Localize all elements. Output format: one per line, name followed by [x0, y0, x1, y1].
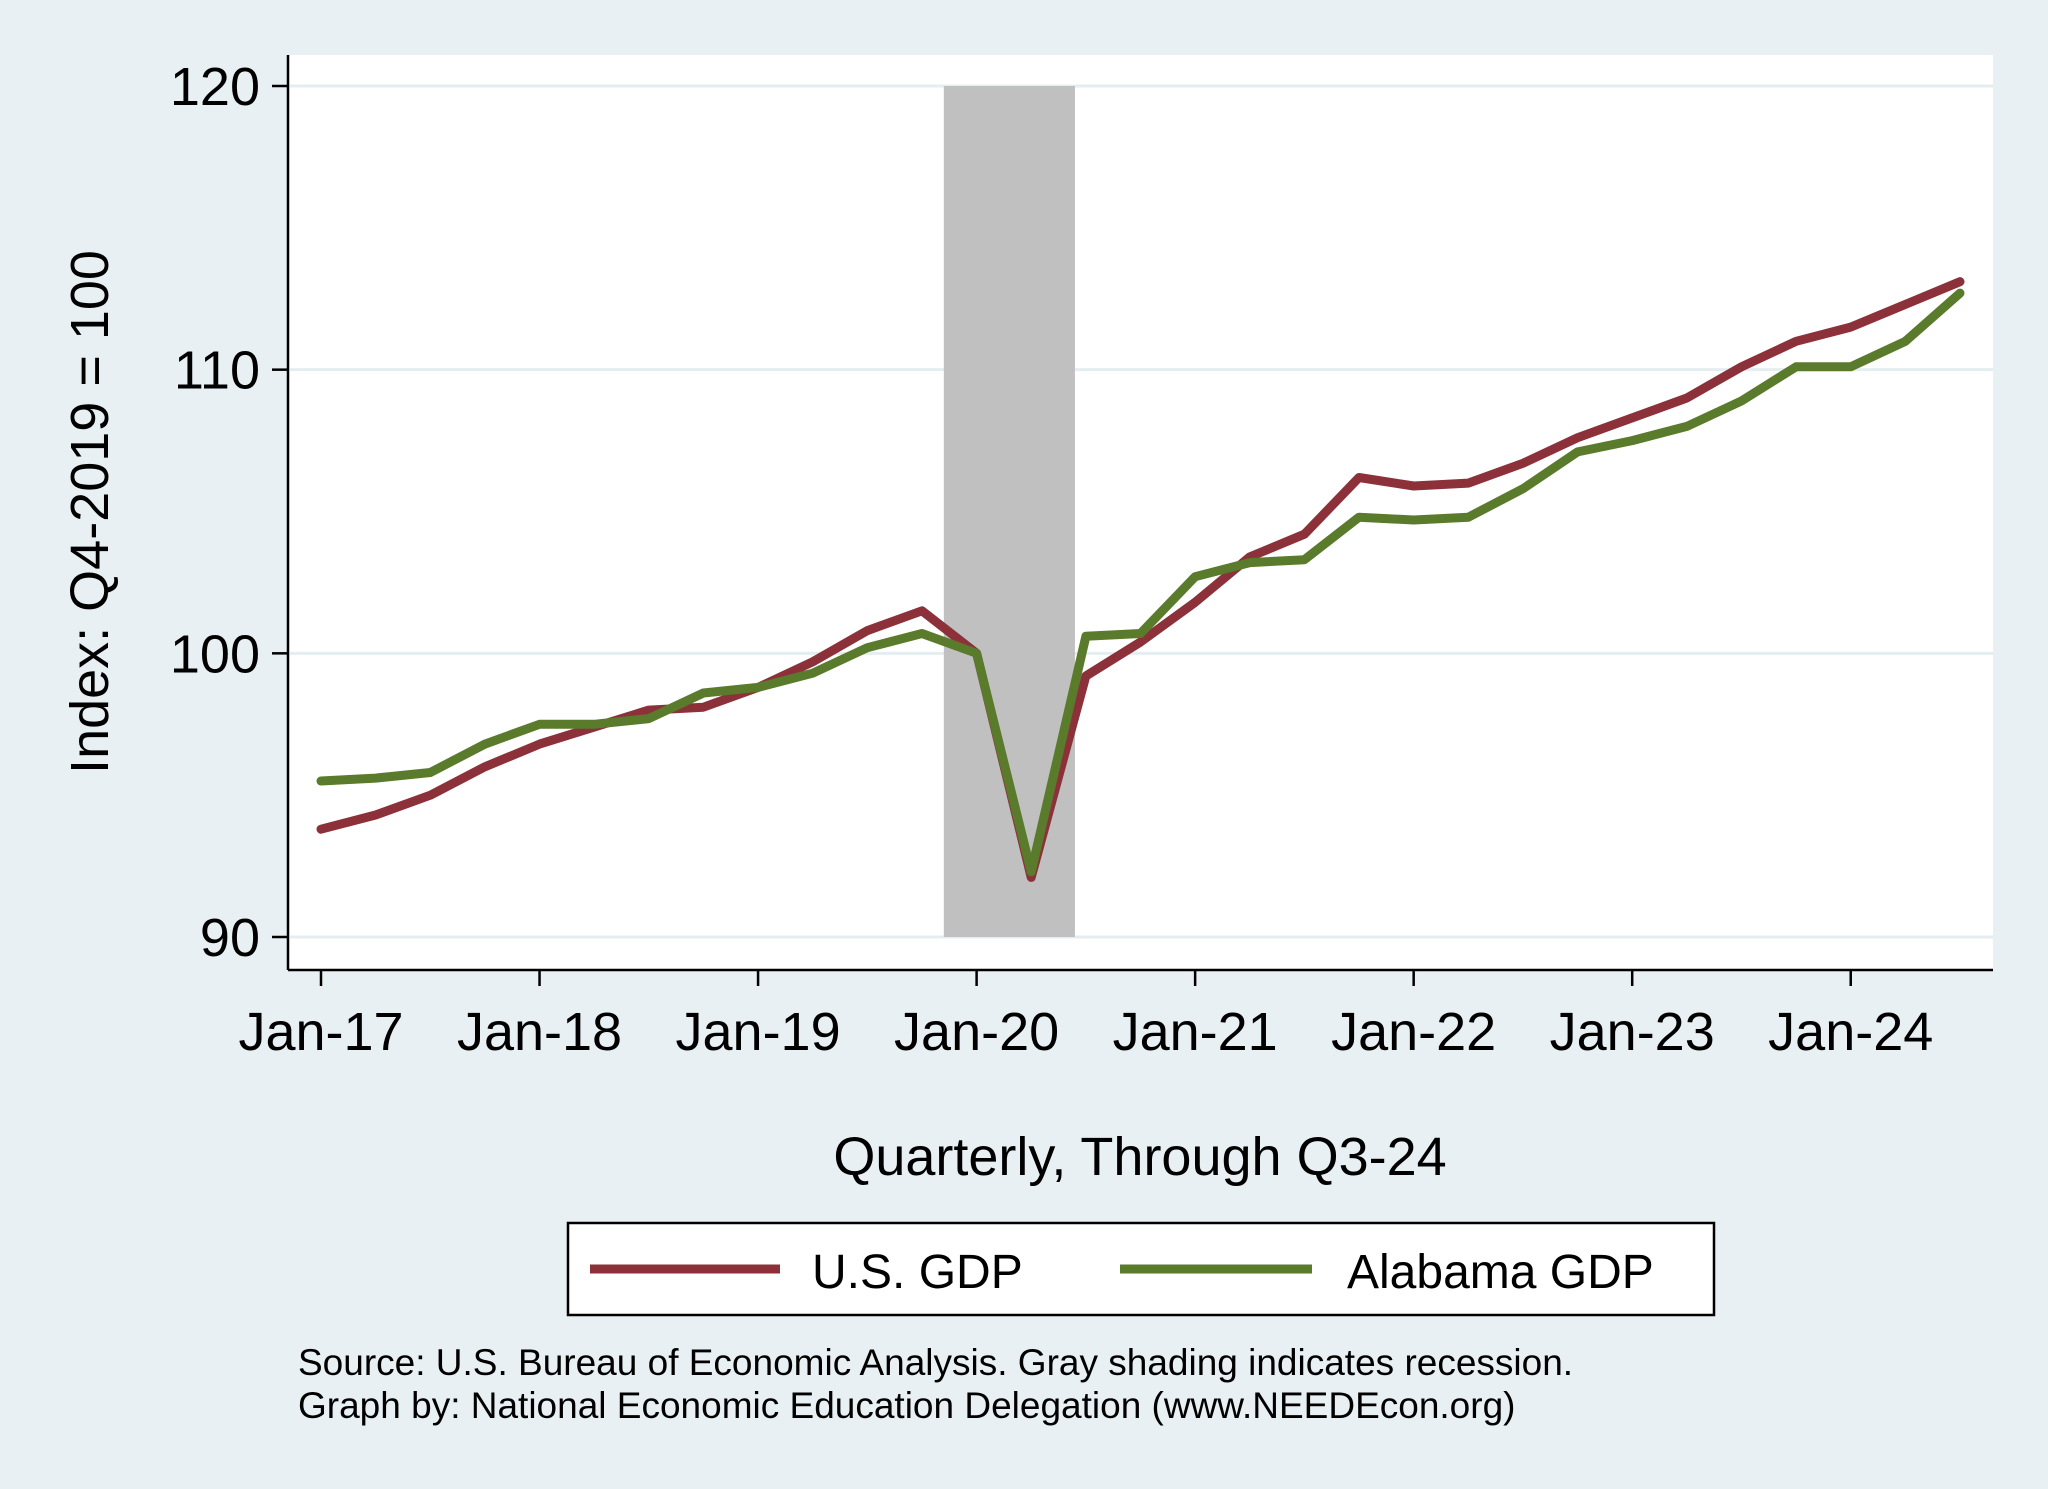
- y-tick-label-120: 120: [170, 57, 260, 117]
- y-tick-label-100: 100: [170, 624, 260, 684]
- plot-background: [288, 55, 1993, 970]
- x-tick-label-jan-19: Jan-19: [676, 1002, 841, 1062]
- x-tick-label-jan-18: Jan-18: [457, 1002, 622, 1062]
- x-axis-label: Quarterly, Through Q3-24: [833, 1127, 1446, 1187]
- y-tick-label-110: 110: [174, 341, 260, 401]
- source-note: Source: U.S. Bureau of Economic Analysis…: [298, 1342, 1573, 1383]
- y-axis-label: Index: Q4-2019 = 100: [60, 250, 120, 774]
- legend-label-alabama-gdp: Alabama GDP: [1347, 1246, 1654, 1299]
- x-tick-label-jan-21: Jan-21: [1113, 1002, 1278, 1062]
- x-tick-label-jan-23: Jan-23: [1550, 1002, 1715, 1062]
- series-line-alabama-gdp: [316, 288, 1965, 877]
- x-tick-label-jan-17: Jan-17: [238, 1002, 403, 1062]
- recession-shading: [943, 86, 1075, 937]
- x-tick-label-jan-22: Jan-22: [1331, 1002, 1496, 1062]
- x-tick-label-jan-20: Jan-20: [894, 1002, 1059, 1062]
- x-tick-label-jan-24: Jan-24: [1768, 1002, 1933, 1062]
- legend: U.S. GDP Alabama GDP: [566, 1221, 1716, 1317]
- y-tick-label-90: 90: [200, 908, 260, 968]
- legend-label-us-gdp: U.S. GDP: [812, 1246, 1023, 1299]
- credit-note: Graph by: National Economic Education De…: [298, 1385, 1515, 1426]
